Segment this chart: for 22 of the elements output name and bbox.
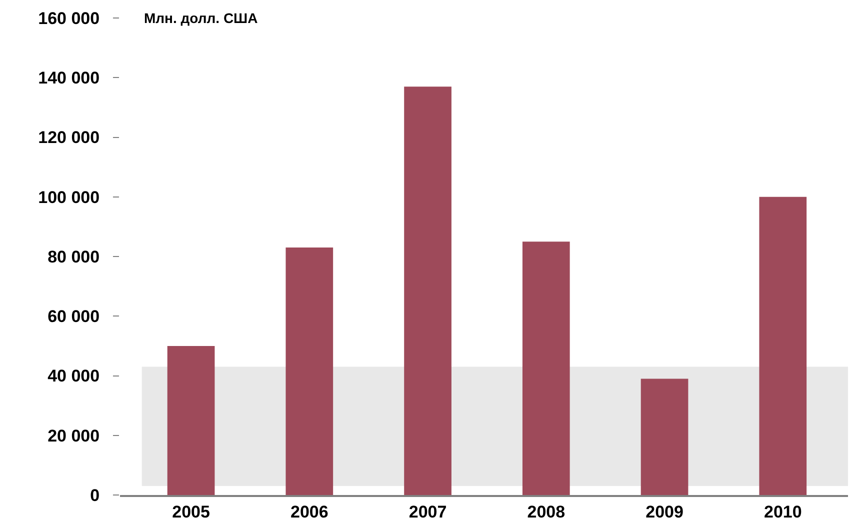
bar [759,196,807,495]
x-tick-label: 2010 [764,502,802,522]
y-tick-label: 0 [90,486,100,505]
y-tick-label: 80 000 [48,247,100,266]
y-tick-label: 60 000 [48,307,100,326]
y-tick-label: 40 000 [48,366,100,386]
y-tick-label: 120 000 [38,128,100,148]
y-tick-label: 140 000 [38,68,100,88]
bar [522,242,570,495]
bar [640,378,688,495]
x-tick-label: 2009 [646,502,684,522]
bar [286,248,334,495]
x-tick-label: 2007 [408,502,447,522]
y-tick-label: 20 000 [48,426,100,446]
y-tick-label: 100 000 [38,188,100,207]
y-axis-title: Млн. долл. США [144,10,258,26]
x-tick-label: 2006 [290,502,328,522]
x-tick-label: 2008 [527,502,566,522]
bar [404,86,452,495]
bar [167,346,215,495]
x-tick-label: 2005 [172,502,210,522]
y-tick-label: 160 000 [38,8,100,28]
